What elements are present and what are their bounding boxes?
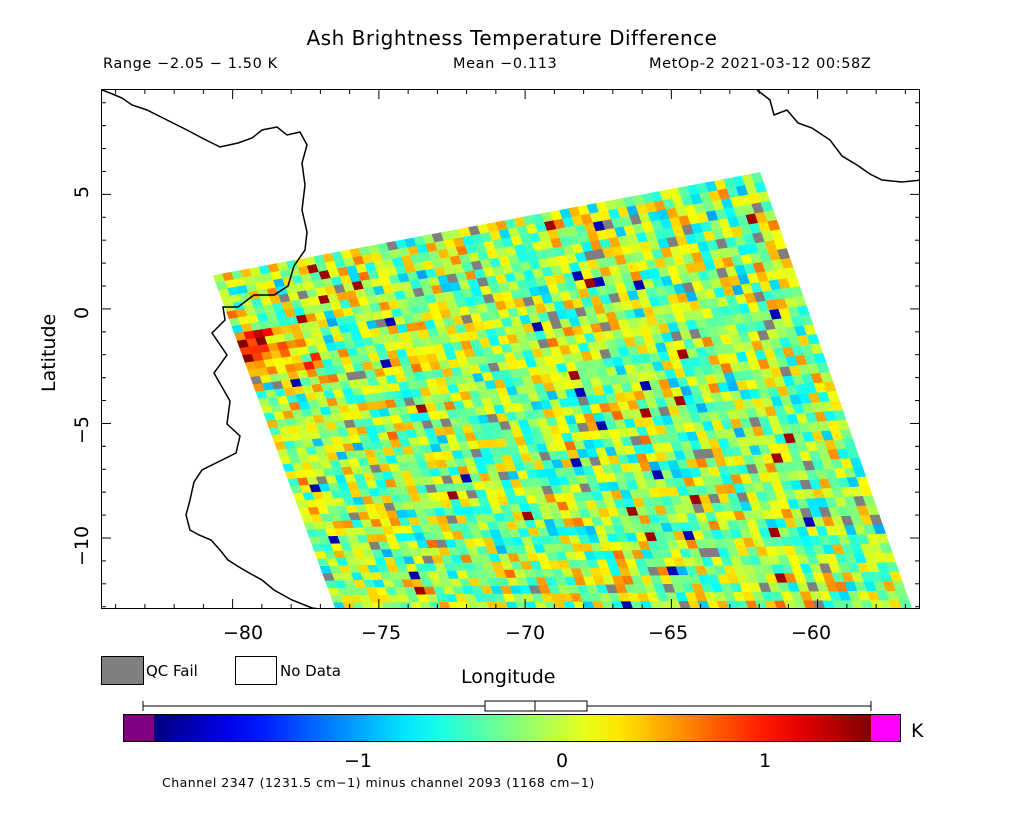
swath-pixel <box>611 601 624 608</box>
colorbar-unit: K <box>911 720 924 742</box>
swath-pixel <box>553 601 567 608</box>
swath-pixel <box>361 602 374 608</box>
swath-pixel <box>428 602 442 608</box>
swath-pixel <box>524 601 538 608</box>
swath-pixel <box>620 601 634 608</box>
colorbar-tick-0: 0 <box>556 750 569 772</box>
mean-label: Mean −0.113 <box>453 56 558 72</box>
swath-pixel <box>467 601 480 608</box>
swath-pixel <box>572 601 586 608</box>
swath-pixel <box>332 602 346 608</box>
colorbar-gradient <box>154 715 871 741</box>
colorbar-overflow <box>871 715 900 741</box>
channel-caption: Channel 2347 (1231.5 cm−1) minus channel… <box>162 775 595 790</box>
swath-pixel <box>409 602 422 608</box>
swath-pixel <box>496 601 509 608</box>
swath-pixel <box>438 602 451 608</box>
colorbar <box>123 714 901 742</box>
swath-pixel <box>544 601 557 608</box>
swath-pixel <box>380 602 394 608</box>
colorbar-underflow <box>124 715 154 741</box>
map-svg <box>102 90 919 608</box>
swath-pixel <box>352 602 365 608</box>
satellite-time-label: MetOp-2 2021-03-12 00:58Z <box>649 56 872 72</box>
range-label: Range −2.05 − 1.50 K <box>103 56 278 72</box>
swath-pixel <box>390 602 403 608</box>
map-plot-area <box>101 89 920 609</box>
swath-pixels <box>212 172 912 608</box>
swath-pixel <box>400 602 413 608</box>
colorbar-tick-minus1: −1 <box>344 750 373 772</box>
swath-pixel <box>505 601 519 608</box>
swath-pixel <box>534 601 547 608</box>
chart-title: Ash Brightness Temperature Difference <box>306 26 718 50</box>
colorbar-tick-1: 1 <box>759 750 772 772</box>
swath-pixel <box>601 601 615 608</box>
swath-pixel <box>582 601 595 608</box>
swath-pixel <box>419 602 432 608</box>
swath-pixel <box>342 602 355 608</box>
swath-pixel <box>515 601 528 608</box>
swath-pixel <box>476 601 490 608</box>
swath-pixel <box>448 601 461 608</box>
swath-pixel <box>630 601 643 608</box>
swath-pixel <box>563 601 576 608</box>
swath-pixel <box>371 602 384 608</box>
swath-pixel <box>591 601 605 608</box>
